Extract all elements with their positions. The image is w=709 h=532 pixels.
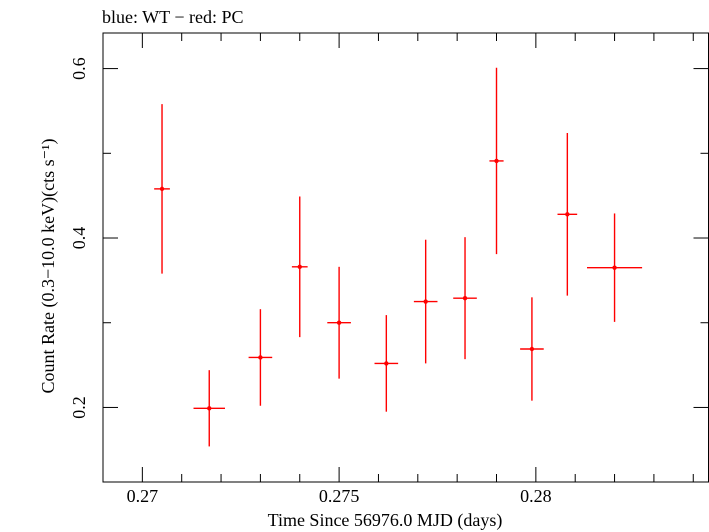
y-axis-label: Count Rate (0.3−10.0 keV)(cts s⁻¹) [38, 138, 59, 393]
y-tick-label: 0.2 [69, 396, 89, 419]
data-point [423, 299, 428, 304]
chart-title: blue: WT − red: PC [102, 7, 243, 27]
data-point [565, 212, 570, 217]
data-point [336, 320, 342, 325]
data-point [297, 264, 302, 270]
x-tick-label: 0.275 [319, 486, 360, 506]
x-axis-label: Time Since 56976.0 MJD (days) [268, 510, 503, 531]
data-point [462, 295, 468, 301]
data-point [159, 186, 165, 192]
data-point [384, 361, 389, 366]
data-point [258, 355, 263, 360]
data-point [612, 265, 617, 270]
y-tick-label: 0.6 [69, 57, 89, 80]
x-tick-label: 0.27 [127, 486, 159, 506]
x-tick-label: 0.28 [520, 486, 552, 506]
plot-area: 0.27 0.275 0.28 0.2 0.4 0.6 [69, 32, 709, 506]
data-point [494, 158, 499, 164]
data-point [529, 346, 535, 352]
y-tick-label: 0.4 [69, 227, 89, 250]
plot-frame [102, 32, 709, 483]
y-axis-label-group: Count Rate (0.3−10.0 keV)(cts s⁻¹) [38, 138, 59, 393]
data-point [207, 406, 212, 411]
